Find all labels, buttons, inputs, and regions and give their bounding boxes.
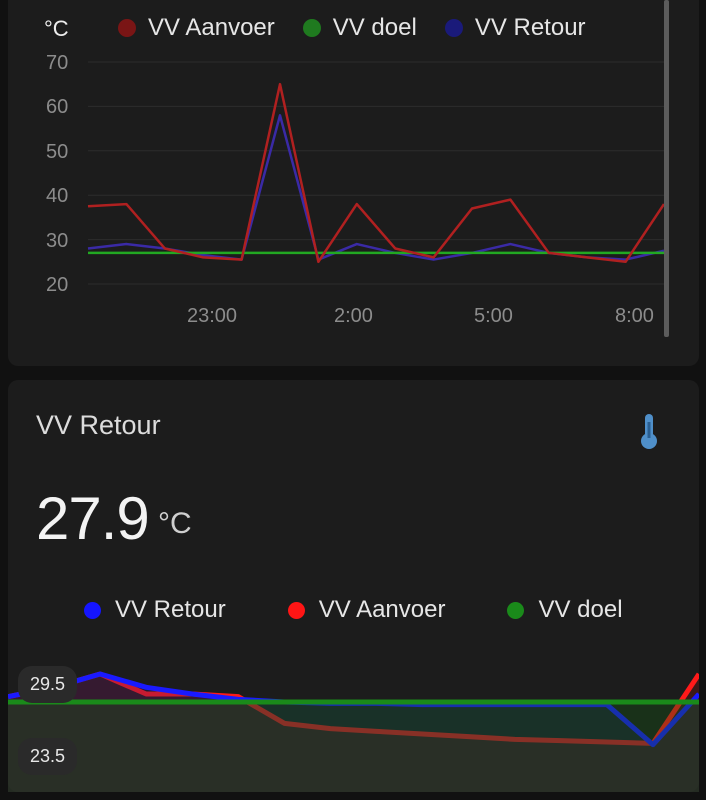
y-tick-label: 20	[46, 274, 69, 296]
x-tick-label: 8:00	[615, 305, 654, 327]
legend-dot	[118, 19, 136, 37]
y-tick-label: 30	[46, 230, 69, 252]
y-tick-label: 50	[46, 141, 69, 163]
legend-label: VV Aanvoer	[148, 14, 275, 41]
history-graph-card[interactable]	[8, 0, 699, 366]
y-axis-unit: °C	[44, 16, 69, 41]
legend-item-doel[interactable]: VV doel	[507, 596, 623, 624]
sensor-unit: °C	[158, 507, 192, 540]
legend-dot	[287, 601, 305, 619]
legend-label: VV Aanvoer	[318, 596, 446, 623]
x-tick-label: 2:00	[334, 305, 373, 327]
legend-dot	[507, 601, 525, 619]
y-tick-label: 70	[46, 52, 69, 74]
legend-item-aanvoer[interactable]: VV Aanvoer	[118, 14, 275, 42]
legend-dot	[444, 19, 463, 37]
max-value-label: 29.5	[18, 666, 78, 703]
series-line-vv-retour	[87, 114, 665, 261]
legend-dot	[302, 19, 321, 37]
thermometer-icon	[641, 414, 657, 449]
scrollbar[interactable]	[664, 0, 669, 337]
x-tick-label: 23:00	[187, 305, 238, 327]
legend-item-doel[interactable]: VV doel	[302, 14, 417, 42]
legend-label: VV doel	[332, 14, 417, 41]
top-chart-legend: VV Aanvoer VV doel VV Retour	[118, 14, 614, 42]
min-value-label: 23.5	[18, 738, 78, 775]
x-tick-label: 5:00	[474, 305, 513, 327]
legend-item-retour[interactable]: VV Retour	[84, 596, 226, 624]
legend-item-aanvoer[interactable]: VV Aanvoer	[287, 596, 446, 624]
legend-label: VV Retour	[474, 14, 586, 41]
series-line-vv-aanvoer	[87, 82, 666, 264]
mini-area-chart[interactable]	[8, 654, 699, 792]
legend-item-retour[interactable]: VV Retour	[444, 14, 586, 42]
history-line-chart[interactable]	[0, 0, 706, 340]
y-tick-label: 40	[46, 185, 69, 207]
legend-dot	[84, 601, 101, 619]
sensor-value: 27.9	[36, 485, 150, 552]
area-fill-vv-doel	[8, 702, 699, 792]
y-tick-label: 60	[46, 96, 69, 118]
card-title: VV Retour	[36, 410, 161, 440]
sensor-card-vv-retour[interactable]	[8, 380, 699, 792]
legend-label: VV doel	[538, 596, 623, 623]
bottom-chart-legend: VV Retour VV Aanvoer VV doel	[84, 596, 685, 624]
legend-label: VV Retour	[115, 596, 226, 623]
area-line-vv-aanvoer	[8, 671, 699, 746]
